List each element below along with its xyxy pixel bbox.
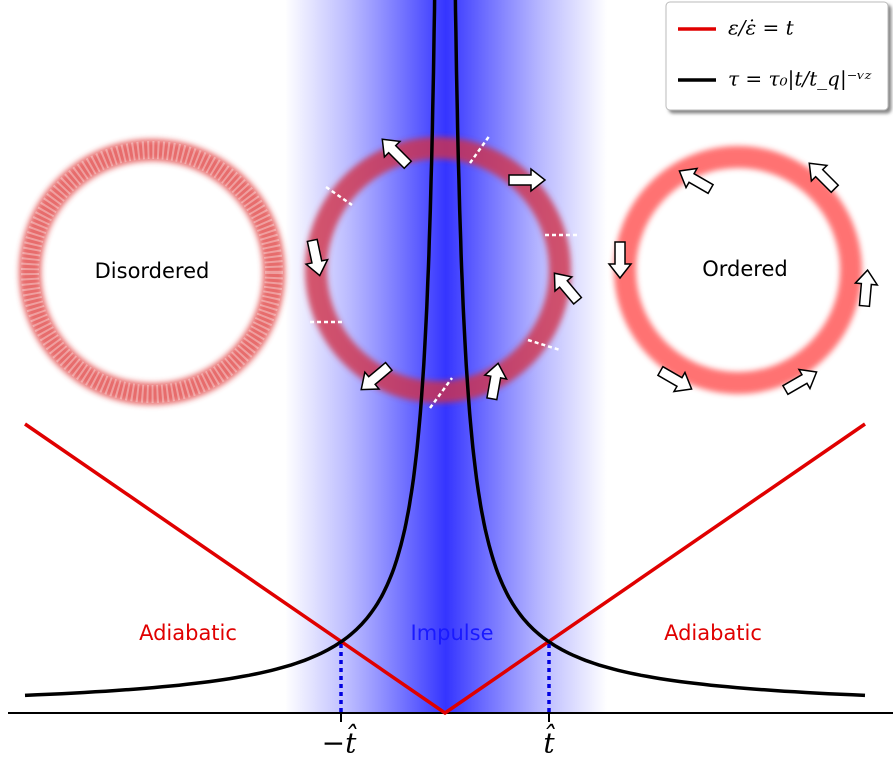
region-label: Impulse	[411, 621, 494, 645]
region-label: Adiabatic	[664, 621, 762, 645]
tick-label: t̂	[543, 724, 555, 759]
kibble-zurek-diagram: Disordered Ordered −t̂ t̂ Adiabatic Impu…	[0, 0, 893, 774]
ring-label: Ordered	[702, 257, 787, 281]
legend-label: τ = τ₀|t/t_q|⁻ᵛᶻ	[728, 67, 872, 92]
ring-label: Disordered	[95, 259, 210, 283]
region-label: Adiabatic	[139, 621, 237, 645]
impulse-band	[285, 0, 607, 713]
tick-label: −t̂	[322, 724, 357, 759]
legend: ε/ε̇ = t τ = τ₀|t/t_q|⁻ᵛᶻ	[666, 2, 888, 110]
legend-label: ε/ε̇ = t	[728, 16, 795, 40]
